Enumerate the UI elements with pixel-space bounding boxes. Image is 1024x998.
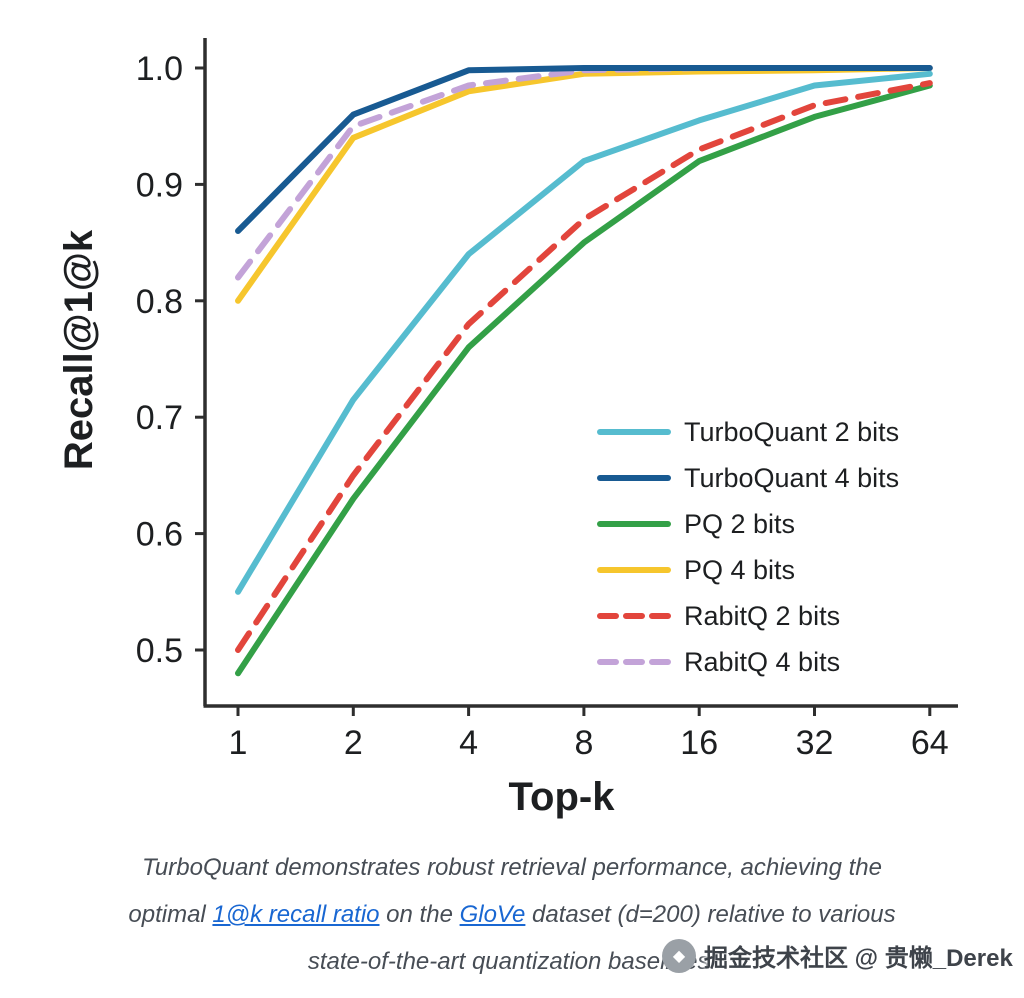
- glove-link[interactable]: GloVe: [459, 901, 526, 928]
- y-tick-label: 0.8: [136, 283, 183, 321]
- legend-label-pq-2-bits: PQ 2 bits: [684, 509, 795, 539]
- x-tick-label: 4: [459, 724, 478, 762]
- y-axis-title: Recall@1@k: [57, 229, 101, 470]
- series-line-pq-2-bits: [235, 82, 933, 677]
- y-tick-label: 0.6: [136, 516, 183, 554]
- caption-text: TurboQuant demonstrates robust retrieval…: [142, 854, 882, 881]
- x-tick-label: 1: [229, 724, 248, 762]
- series-line-turboquant-2-bits: [235, 70, 933, 595]
- legend-label-pq-4-bits: PQ 4 bits: [684, 555, 795, 585]
- x-tick-label: 16: [680, 724, 718, 762]
- legend-label-rabitq-4-bits: RabitQ 4 bits: [684, 647, 840, 677]
- watermark: ◆ 掘金技术社区 @ 贵懒_Derek: [662, 938, 1013, 973]
- legend-label-turboquant-2-bits: TurboQuant 2 bits: [684, 417, 899, 447]
- caption-line-3: state-of-the-art quantization baselines.: [0, 938, 1024, 985]
- legend-label-rabitq-2-bits: RabitQ 2 bits: [684, 601, 840, 631]
- series-line-turboquant-4-bits: [235, 65, 933, 234]
- chart-figure: 1 2 4 8 16 32 64 0.5 0.6 0.7 0.8 0.9 1.0 Top-k Recall@…: [57, 38, 958, 819]
- x-axis-title: Top-k: [509, 775, 616, 819]
- x-tick-label: 32: [796, 724, 834, 762]
- caption-text: state-of-the-art quantization baselines.: [307, 948, 717, 975]
- x-tick-label: 2: [344, 724, 363, 762]
- y-tick-label: 0.5: [136, 632, 183, 670]
- caption-line-2: optimal 1@k recall ratio on the GloVe da…: [0, 891, 1024, 938]
- y-tick-label: 0.9: [136, 166, 183, 204]
- series-line-rabitq-2-bits: [235, 80, 933, 653]
- caption-text: dataset (d=200) relative to various: [525, 901, 896, 928]
- watermark-text: 掘金技术社区 @ 贵懒_Derek: [704, 945, 1013, 972]
- recall-vs-topk-chart: 1 2 4 8 16 32 64 0.5 0.6 0.7 0.8 0.9 1.0 Top-k Recall@…: [57, 38, 958, 819]
- caption-text: on the: [379, 901, 460, 928]
- caption-line-1: TurboQuant demonstrates robust retrieval…: [0, 844, 1024, 891]
- x-tick-label: 64: [911, 724, 949, 762]
- figure-caption: TurboQuant demonstrates robust retrieval…: [0, 830, 1024, 985]
- juejin-logo-icon: ◆: [662, 938, 696, 973]
- y-tick-label: 1.0: [136, 50, 183, 88]
- legend-label-turboquant-4-bits: TurboQuant 4 bits: [684, 463, 899, 493]
- x-tick-label: 8: [574, 724, 593, 762]
- caption-text: optimal: [128, 901, 213, 928]
- y-tick-label: 0.7: [136, 399, 183, 437]
- recall-ratio-link[interactable]: 1@k recall ratio: [212, 901, 380, 928]
